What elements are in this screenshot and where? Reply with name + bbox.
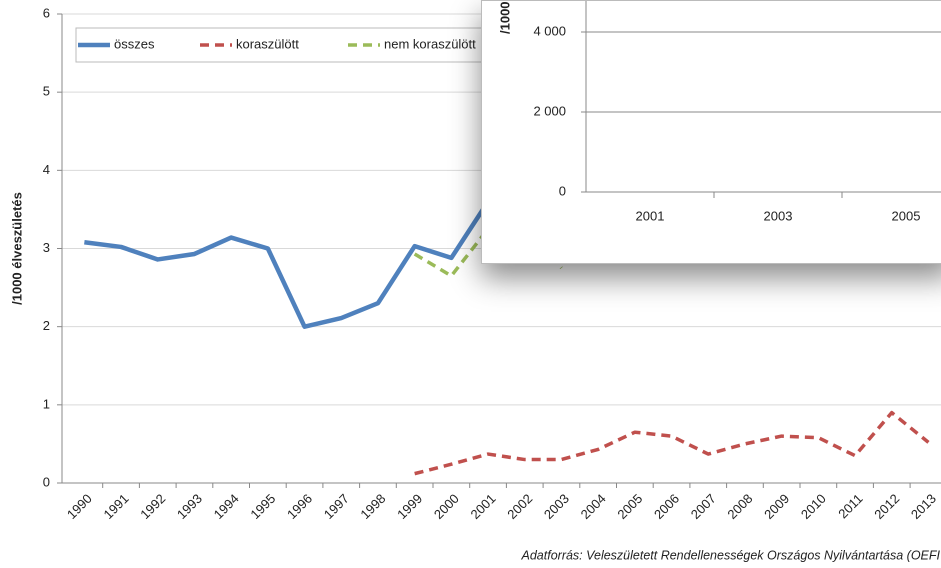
x-tick-label: 1997 <box>321 491 352 522</box>
x-tick-label: 2005 <box>892 208 921 223</box>
x-tick-label: 2002 <box>504 491 535 522</box>
y-tick-label: 0 <box>559 183 566 198</box>
x-tick-label: 2004 <box>578 491 609 522</box>
y-tick-label: 0 <box>43 474 50 489</box>
x-tick-label: 2003 <box>541 491 572 522</box>
x-tick-label: 2011 <box>835 491 865 521</box>
x-tick-label: 2003 <box>764 208 793 223</box>
series-line <box>414 410 930 476</box>
x-tick-label: 1990 <box>64 491 95 522</box>
legend-label: nem koraszülött <box>384 36 476 51</box>
x-tick-label: 1999 <box>394 491 425 522</box>
y-tick-label: 3 <box>43 240 50 255</box>
legend-label: összes <box>114 36 155 51</box>
x-tick-label: 2006 <box>651 491 682 522</box>
x-tick-label: 2000 <box>431 491 462 522</box>
y-tick-label: 6 <box>43 5 50 20</box>
x-tick-label: 2001 <box>468 491 499 522</box>
x-tick-label: 2010 <box>798 491 829 522</box>
x-tick-label: 2007 <box>688 491 719 522</box>
popup-svg: 0 2 000 4 000/1000 élveszületés 2001 2003 200… <box>497 1 941 223</box>
x-tick-label: 2009 <box>761 491 792 522</box>
x-tick-label: 2001 <box>636 208 665 223</box>
source-note: Adatforrás: Veleszületett Rendellenesség… <box>521 548 941 562</box>
y-tick-label: 2 <box>43 318 50 333</box>
y-tick-label: 2 000 <box>533 103 566 118</box>
x-tick-label: 2013 <box>908 491 939 522</box>
popup-chart: 0 2 000 4 000/1000 élveszületés 2001 2003 200… <box>481 0 941 264</box>
x-tick-label: 1995 <box>247 491 278 522</box>
x-tick-label: 1992 <box>137 491 168 522</box>
x-tick-label: 1994 <box>211 491 242 522</box>
y-tick-label: 1 <box>43 396 50 411</box>
y-tick-label: 5 <box>43 84 50 99</box>
x-tick-label: 2012 <box>871 491 902 522</box>
legend-label: koraszülött <box>236 36 299 51</box>
y-axis-label: /1000 élveszületés <box>497 1 512 34</box>
x-tick-label: 1996 <box>284 491 315 522</box>
x-tick-label: 1998 <box>357 491 388 522</box>
x-tick-label: 2005 <box>614 491 645 522</box>
x-tick-label: 2008 <box>724 491 755 522</box>
x-tick-label: 1993 <box>174 491 205 522</box>
series-line <box>84 191 526 329</box>
x-tick-label: 1991 <box>101 491 132 522</box>
y-tick-label: 4 <box>43 162 50 177</box>
y-axis-label: /1000 élveszületés <box>9 192 24 305</box>
y-tick-label: 4 000 <box>533 23 566 38</box>
